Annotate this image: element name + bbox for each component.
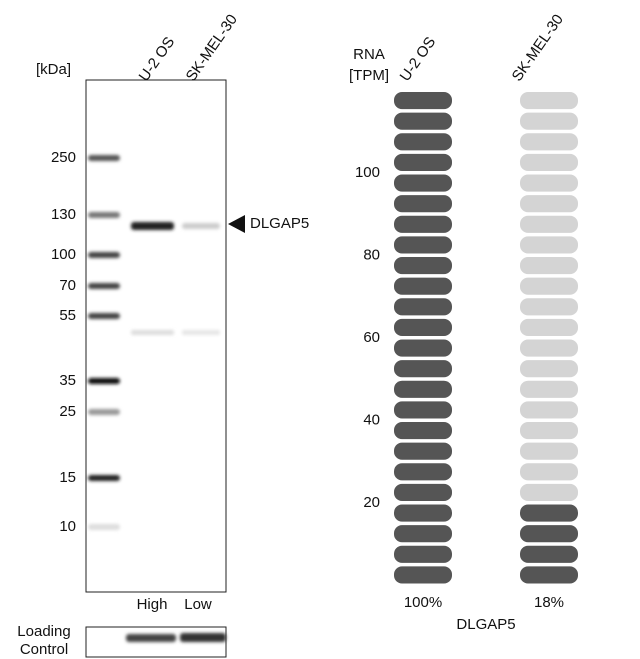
marker-band xyxy=(88,313,120,319)
pill xyxy=(394,174,452,192)
pill xyxy=(394,380,452,398)
pill xyxy=(520,442,578,460)
marker-label: 10 xyxy=(59,518,76,535)
pill xyxy=(394,483,452,501)
bands xyxy=(126,222,226,642)
marker-label: 55 xyxy=(59,307,76,324)
band xyxy=(182,223,220,229)
lane-label: U-2 OS xyxy=(136,34,179,85)
pill xyxy=(394,566,452,584)
band xyxy=(131,330,174,335)
y-tick-label: 60 xyxy=(363,329,380,346)
column-label: U-2 OS xyxy=(397,34,440,85)
pill xyxy=(520,174,578,192)
marker-band xyxy=(88,475,120,481)
ladder xyxy=(88,155,120,530)
pill xyxy=(520,112,578,130)
pill xyxy=(394,525,452,543)
lane-label: SK-MEL-30 xyxy=(183,11,241,84)
marker-band xyxy=(88,212,120,218)
pill xyxy=(520,525,578,543)
pill xyxy=(520,545,578,563)
pill xyxy=(394,277,452,295)
pill xyxy=(520,339,578,357)
pill xyxy=(520,504,578,522)
pill xyxy=(520,298,578,316)
pill xyxy=(520,463,578,481)
y-tick-label: 20 xyxy=(363,494,380,511)
value-label: 18% xyxy=(534,594,564,611)
arrow xyxy=(228,215,245,233)
marker-label: 35 xyxy=(59,372,76,389)
pill xyxy=(394,463,452,481)
pill xyxy=(394,257,452,275)
pill xyxy=(520,318,578,336)
marker-band xyxy=(88,283,120,289)
y-label: RNA [TPM] xyxy=(349,46,389,84)
band xyxy=(180,633,226,642)
marker-label: 130 xyxy=(51,206,76,223)
pill xyxy=(520,422,578,440)
marker-band xyxy=(88,378,120,384)
pill xyxy=(394,422,452,440)
pill xyxy=(520,215,578,233)
column-label: SK-MEL-30 xyxy=(509,11,567,84)
marker-band xyxy=(88,409,120,415)
pill xyxy=(520,236,578,254)
band xyxy=(126,634,176,642)
pill xyxy=(394,318,452,336)
pill xyxy=(520,360,578,378)
y-tick-label: 40 xyxy=(363,411,380,428)
pill xyxy=(394,545,452,563)
marker-label: 100 xyxy=(51,246,76,263)
y-tick-label: 80 xyxy=(363,246,380,263)
pill xyxy=(394,153,452,171)
marker-band xyxy=(88,155,120,161)
marker-label: 70 xyxy=(59,277,76,294)
pill xyxy=(394,401,452,419)
pill xyxy=(394,360,452,378)
lane-level: High xyxy=(137,596,168,613)
marker-band xyxy=(88,524,120,530)
y-tick-label: 100 xyxy=(355,164,380,181)
blot-frame xyxy=(85,79,227,593)
marker-label: 15 xyxy=(59,469,76,486)
pill xyxy=(394,236,452,254)
marker-label: 250 xyxy=(51,149,76,166)
value-label: 100% xyxy=(404,594,442,611)
pill xyxy=(394,133,452,151)
pill xyxy=(520,566,578,584)
pill xyxy=(520,153,578,171)
pill xyxy=(520,133,578,151)
pill xyxy=(520,195,578,213)
marker-label: 25 xyxy=(59,403,76,420)
pill xyxy=(394,339,452,357)
pill xyxy=(520,380,578,398)
pill xyxy=(394,195,452,213)
band xyxy=(182,330,220,335)
band xyxy=(131,222,174,230)
x-label: DLGAP5 xyxy=(456,616,515,633)
pill xyxy=(520,401,578,419)
pill xyxy=(394,504,452,522)
target-label: DLGAP5 xyxy=(250,215,309,232)
pill xyxy=(520,92,578,110)
pill xyxy=(520,257,578,275)
pill xyxy=(394,112,452,130)
pill xyxy=(394,298,452,316)
pill xyxy=(394,92,452,110)
pill xyxy=(520,483,578,501)
lane-level: Low xyxy=(184,596,212,613)
marker-band xyxy=(88,252,120,258)
pill xyxy=(520,277,578,295)
pill xyxy=(394,215,452,233)
unit-label: [kDa] xyxy=(36,61,71,78)
pill xyxy=(394,442,452,460)
loading-label: Loading Control xyxy=(17,623,71,658)
